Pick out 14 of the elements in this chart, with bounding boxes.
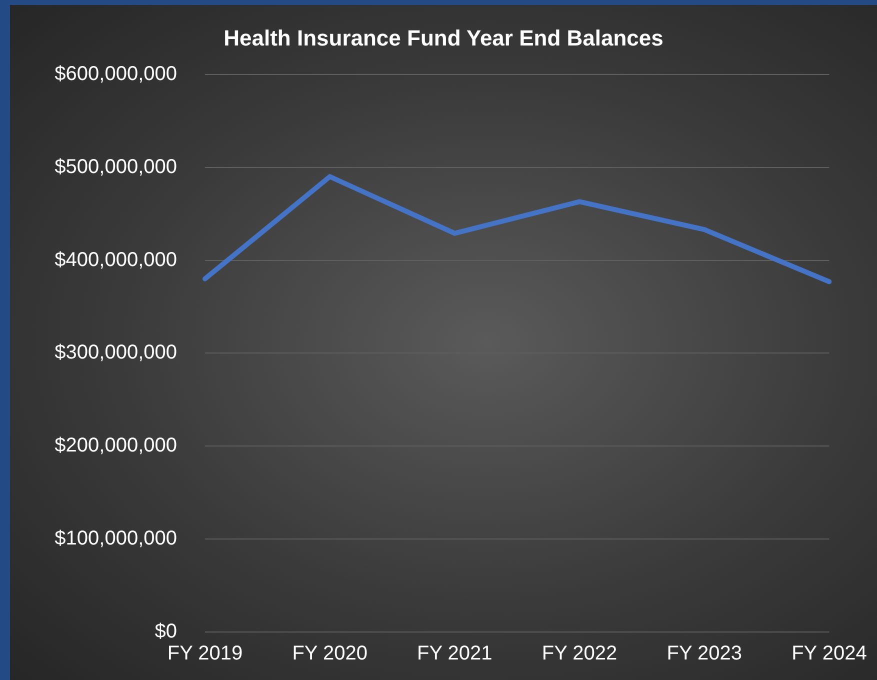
y-tick-label: $100,000,000 xyxy=(54,528,177,550)
y-tick-label: $500,000,000 xyxy=(54,156,177,178)
y-tick-label: $600,000,000 xyxy=(54,62,177,85)
x-tick-label: FY 2023 xyxy=(666,642,742,665)
y-tick-label: $200,000,000 xyxy=(54,434,177,457)
x-tick-label: FY 2022 xyxy=(542,642,618,665)
x-tick-label: FY 2019 xyxy=(167,642,243,665)
y-tick-label: $400,000,000 xyxy=(54,248,177,271)
x-tick-label: FY 2020 xyxy=(292,642,368,665)
x-tick-label: FY 2021 xyxy=(417,642,492,665)
x-tick-label: FY 2024 xyxy=(792,642,867,665)
y-tick-label: $300,000,000 xyxy=(54,342,177,364)
y-tick-label: $0 xyxy=(154,620,177,643)
chart-title: Health Insurance Fund Year End Balances xyxy=(224,25,664,50)
